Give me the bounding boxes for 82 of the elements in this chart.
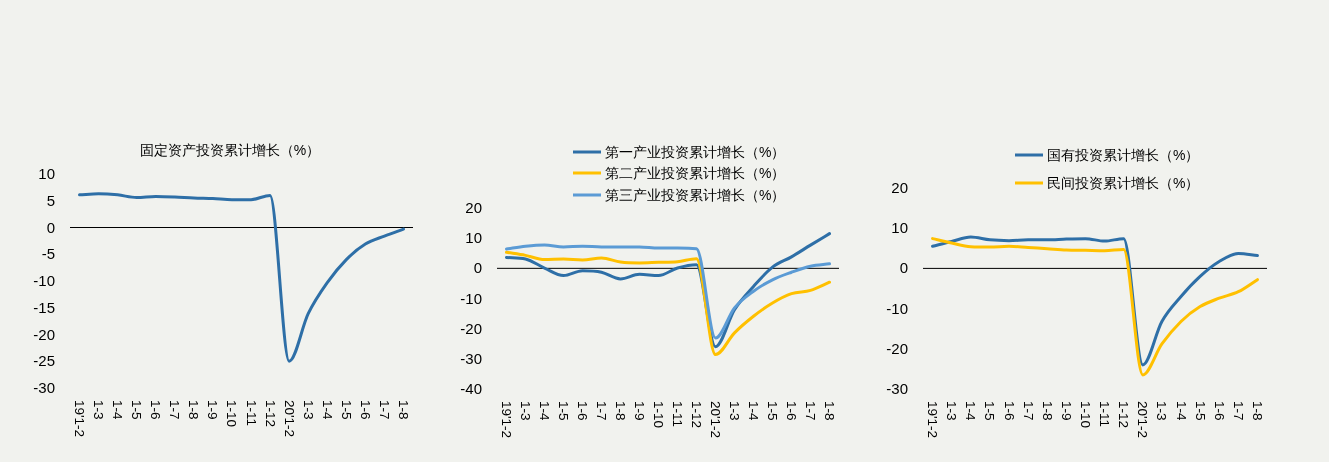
x-tick: 1-8 (822, 401, 837, 421)
y-tick: -10 (33, 272, 55, 289)
x-tick: 1-8 (186, 400, 202, 420)
x-tick: 1-7 (803, 401, 818, 421)
x-tick: 1-6 (784, 401, 799, 421)
y-tick: -20 (460, 319, 482, 337)
x-tick: 1-11 (1097, 401, 1113, 428)
x-tick: 1-9 (1058, 401, 1074, 421)
x-tick: 1-3 (1154, 401, 1170, 421)
y-tick: -20 (886, 339, 908, 357)
x-tick: 20'1-2 (708, 401, 723, 439)
x-tick: 1-10 (651, 401, 666, 429)
x-tick: 1-6 (1001, 401, 1017, 421)
legend-text: 第一产业投资累计增长（%） (605, 144, 786, 160)
x-tick: 1-3 (91, 400, 107, 420)
y-tick: 0 (899, 259, 908, 277)
x-tick: 1-4 (110, 400, 126, 420)
x-tick: 1-3 (727, 401, 742, 421)
x-tick: 1-3 (518, 401, 533, 421)
x-tick: 1-7 (594, 401, 609, 421)
x-tick: 20'1-2 (281, 400, 297, 438)
y-tick: -30 (886, 380, 908, 397)
title: 固定资产投资累计增长（%） (139, 142, 321, 158)
y-tick: -10 (886, 299, 908, 317)
x-tick: 19'1-2 (925, 401, 941, 439)
x-tick: 1-9 (632, 401, 647, 421)
x-tick: 1-8 (395, 400, 411, 420)
x-tick: 1-6 (357, 400, 373, 420)
y-tick: -15 (33, 298, 55, 316)
x-tick: 1-8 (1249, 401, 1265, 421)
y-tick: -25 (33, 352, 55, 370)
x-tick: 1-12 (262, 400, 278, 428)
y-tick: 10 (38, 165, 55, 182)
legend-text: 国有投资累计增长（%） (1047, 147, 1200, 163)
x-tick: 1-3 (300, 400, 316, 420)
x-tick: 1-6 (575, 401, 590, 421)
y-tick: 20 (465, 199, 482, 216)
y-tick: 0 (473, 259, 482, 277)
y-tick: -5 (41, 245, 55, 263)
x-tick: 1-10 (1077, 401, 1093, 429)
y-tick: -10 (460, 289, 482, 307)
x-tick: 1-8 (613, 401, 628, 421)
x-tick: 1-8 (1039, 401, 1055, 421)
y-tick: -30 (460, 349, 482, 367)
x-tick: 1-12 (689, 401, 704, 429)
x-tick: 1-11 (243, 400, 259, 427)
x-tick: 1-5 (1192, 401, 1208, 421)
x-tick: 19'1-2 (499, 401, 514, 439)
x-tick: 1-7 (1230, 401, 1246, 421)
legend-text: 第二产业投资累计增长（%） (605, 165, 786, 181)
x-tick: 1-3 (944, 401, 960, 421)
x-tick: 20'1-2 (1135, 401, 1151, 439)
x-tick: 1-5 (129, 400, 145, 420)
x-tick: 1-11 (670, 401, 685, 428)
y-tick: 10 (891, 219, 908, 237)
x-tick: 1-6 (148, 400, 164, 420)
x-tick: 1-7 (167, 400, 183, 420)
y-tick: -20 (33, 325, 55, 343)
y-tick: 10 (465, 229, 482, 247)
y-tick: 5 (46, 191, 55, 209)
x-tick: 1-6 (1211, 401, 1227, 421)
x-tick: 1-9 (205, 400, 221, 420)
x-tick: 1-5 (982, 401, 998, 421)
x-tick: 1-4 (1173, 401, 1189, 421)
y-tick: 0 (46, 218, 55, 236)
legend-text: 第三产业投资累计增长（%） (605, 187, 786, 203)
x-tick: 19'1-2 (72, 400, 88, 438)
x-tick: 1-4 (963, 401, 979, 421)
x-tick: 1-7 (376, 400, 392, 420)
y-tick: -40 (460, 380, 482, 397)
x-tick: 1-4 (319, 400, 335, 420)
x-tick: 1-10 (224, 400, 240, 428)
x-tick: 1-5 (338, 400, 354, 420)
x-tick: 1-12 (1116, 401, 1132, 429)
x-tick: 1-7 (1020, 401, 1036, 421)
x-tick: 1-4 (746, 401, 761, 421)
y-tick: 20 (891, 179, 908, 196)
x-tick: 1-5 (765, 401, 780, 421)
x-tick: 1-4 (537, 401, 552, 421)
x-tick: 1-5 (556, 401, 571, 421)
y-tick: -30 (33, 379, 55, 396)
legend-text: 民间投资累计增长（%） (1047, 175, 1200, 191)
